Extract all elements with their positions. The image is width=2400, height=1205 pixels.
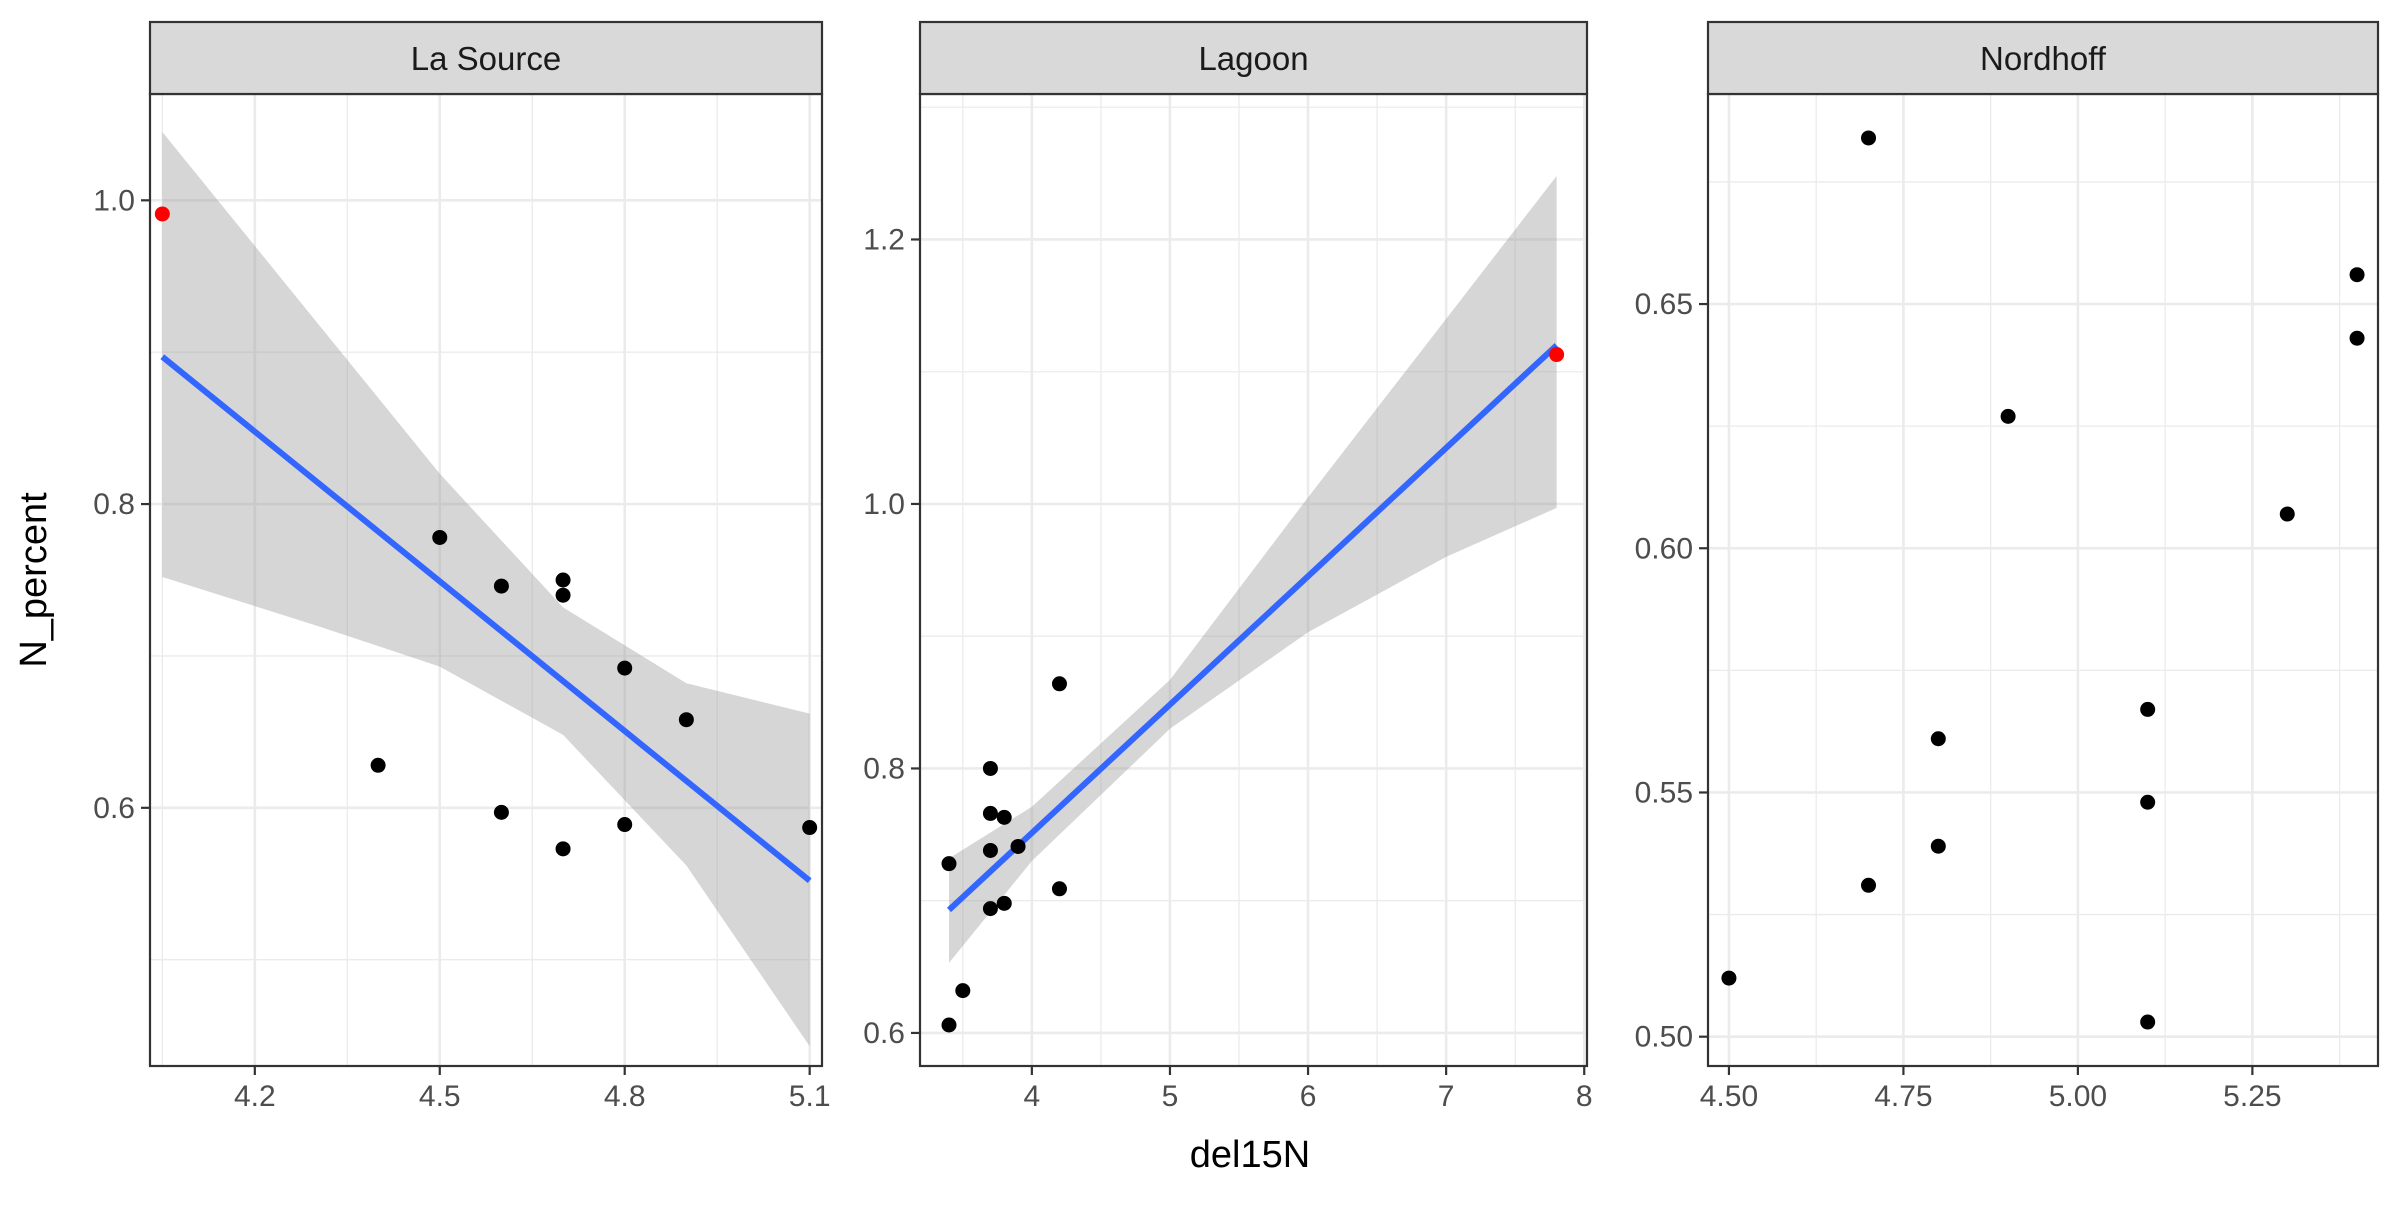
facet-strip (1706, 20, 2380, 96)
facet-panel-3: Nordhoff 4.50 4.75 5.00 5.25 0.50 0.55 0.60 0.65 (1635, 20, 2380, 1113)
facet-panel-1: La Source 4.2 4.5 4.8 5.1 0.6 0.8 1.0 (93, 20, 831, 1113)
y-tick-label: 1.0 (863, 488, 905, 521)
data-point (982, 901, 998, 917)
data-point (996, 809, 1012, 825)
x-tick-label: 4.2 (234, 1080, 276, 1113)
y-tick-label: 0.8 (93, 488, 135, 521)
x-tick-label: 5.1 (789, 1080, 831, 1113)
data-point (432, 529, 448, 545)
x-tick-label: 5.25 (2223, 1080, 2281, 1113)
data-point (802, 820, 818, 836)
data-point (2140, 1014, 2156, 1030)
y-tick-label: 0.65 (1635, 288, 1693, 321)
data-point (982, 842, 998, 858)
highlighted-data-point (154, 206, 170, 222)
data-point (555, 572, 571, 588)
facet-strip-label: Nordhoff (1980, 40, 2107, 77)
y-tick-label: 0.6 (863, 1017, 905, 1050)
data-point (493, 804, 509, 820)
data-point (1930, 838, 1946, 854)
panel-background (150, 94, 822, 1066)
highlighted-data-point (1549, 347, 1565, 363)
y-tick-label: 1.0 (93, 184, 135, 217)
data-point (370, 757, 386, 773)
x-tick-label: 4.5 (419, 1080, 461, 1113)
data-point (617, 660, 633, 676)
panel-background (1708, 94, 2378, 1066)
data-point (1930, 731, 1946, 747)
y-axis-title: N_percent (13, 492, 55, 668)
data-point (493, 578, 509, 594)
data-point (1861, 130, 1877, 146)
data-point (1051, 676, 1067, 692)
data-point (955, 983, 971, 999)
data-point (941, 1017, 957, 1033)
data-point (2349, 267, 2365, 283)
y-tick-label: 1.2 (863, 223, 905, 256)
data-point (1861, 877, 1877, 893)
data-point (617, 817, 633, 833)
x-axis-title: del15N (1190, 1134, 1310, 1176)
x-tick-label: 4 (1024, 1080, 1041, 1113)
data-point (1051, 881, 1067, 897)
data-point (2000, 408, 2016, 424)
facet-strip (148, 20, 824, 96)
data-point (982, 805, 998, 821)
y-tick-label: 0.8 (863, 752, 905, 785)
regression-line (946, 343, 1559, 913)
facet-panel-2: Lagoon 4 5 6 7 8 0.6 0.8 1.0 1.2 (863, 20, 1593, 1113)
data-point (678, 712, 694, 728)
data-point (2140, 794, 2156, 810)
data-point (2349, 330, 2365, 346)
data-point (1010, 838, 1026, 854)
x-tick-label: 4.8 (604, 1080, 646, 1113)
x-tick-label: 5 (1162, 1080, 1179, 1113)
data-point (941, 856, 957, 872)
x-tick-label: 6 (1300, 1080, 1317, 1113)
data-point (996, 895, 1012, 911)
confidence-ribbon (162, 131, 810, 1047)
y-tick-label: 0.50 (1635, 1021, 1693, 1054)
regression-line (160, 354, 812, 884)
data-point (555, 841, 571, 857)
x-tick-label: 4.75 (1874, 1080, 1932, 1113)
y-tick-label: 0.6 (93, 792, 135, 825)
facet-strip (918, 20, 1589, 96)
y-tick-label: 0.60 (1635, 532, 1693, 565)
data-point (982, 760, 998, 776)
facet-strip-label: Lagoon (1198, 40, 1308, 77)
data-point (2140, 701, 2156, 717)
y-tick-label: 0.55 (1635, 776, 1693, 809)
facet-strip-label: La Source (411, 40, 561, 77)
x-tick-label: 4.50 (1700, 1080, 1758, 1113)
x-tick-label: 5.00 (2049, 1080, 2107, 1113)
data-point (555, 587, 571, 603)
data-point (1721, 970, 1737, 986)
x-tick-label: 7 (1438, 1080, 1455, 1113)
x-tick-label: 8 (1576, 1080, 1593, 1113)
data-point (2279, 506, 2295, 522)
